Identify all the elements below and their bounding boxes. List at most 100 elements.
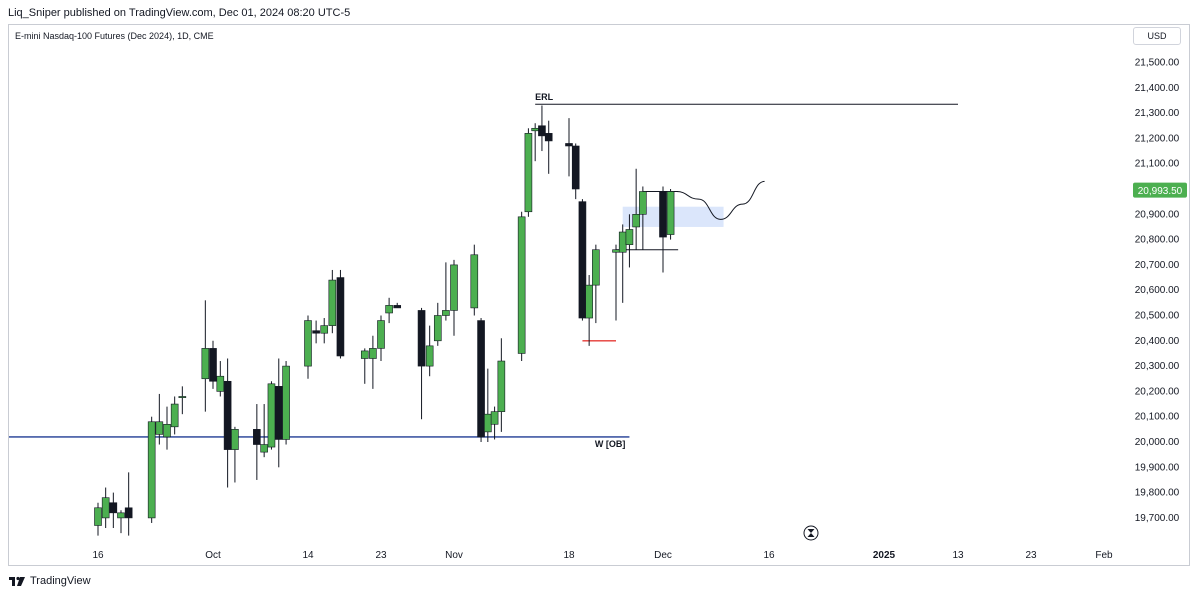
x-tick-label: Oct [205, 550, 221, 561]
x-tick-label: 16 [763, 550, 775, 561]
y-tick-label: 20,000.00 [1135, 437, 1180, 448]
candle-body[interactable] [117, 512, 125, 519]
currency-button[interactable]: USD [1133, 27, 1181, 45]
candle-body[interactable] [336, 277, 345, 357]
candle-body[interactable] [484, 413, 492, 433]
candle-body[interactable] [538, 125, 546, 137]
x-tick-label: 23 [375, 550, 387, 561]
candle-body[interactable] [544, 133, 553, 142]
candle-body[interactable] [253, 429, 261, 445]
candle-body[interactable] [328, 279, 337, 326]
y-tick-label: 21,300.00 [1135, 108, 1180, 119]
footer-brand: TradingView [30, 575, 91, 587]
candle-body[interactable] [201, 348, 210, 380]
candle-body[interactable] [170, 403, 179, 428]
candle-body[interactable] [592, 249, 600, 286]
y-tick-label: 20,700.00 [1135, 260, 1180, 271]
candle-body[interactable] [571, 145, 580, 190]
y-tick-label: 20,400.00 [1135, 336, 1180, 347]
candle-body[interactable] [578, 201, 587, 319]
candle-body[interactable] [524, 133, 533, 213]
y-tick-label: 20,500.00 [1135, 311, 1180, 322]
x-tick-label: Dec [654, 550, 672, 561]
candle-body[interactable] [155, 421, 164, 435]
candle-body[interactable] [274, 386, 283, 440]
candle-body[interactable] [497, 360, 506, 412]
y-tick-label: 21,100.00 [1135, 159, 1180, 170]
candle-body[interactable] [659, 191, 667, 238]
last-price-tag [1133, 182, 1187, 198]
candle-body[interactable] [531, 127, 539, 132]
x-tick-label: 16 [92, 550, 104, 561]
candle-body[interactable] [666, 191, 675, 235]
y-tick-label: 19,900.00 [1135, 462, 1180, 473]
candle-body[interactable] [393, 305, 402, 309]
candle-body[interactable] [231, 429, 239, 450]
y-tick-label: 21,400.00 [1135, 83, 1180, 94]
candle-body[interactable] [101, 497, 110, 519]
candle-body[interactable] [163, 423, 171, 438]
candle-body[interactable] [490, 411, 499, 425]
candle-body[interactable] [385, 305, 393, 314]
x-tick-label: 14 [302, 550, 314, 561]
y-tick-label: 20,900.00 [1135, 209, 1180, 220]
candle-body[interactable] [124, 507, 133, 519]
projection-path[interactable] [676, 180, 765, 220]
x-tick-label: Nov [445, 550, 463, 561]
y-tick-label: 20,800.00 [1135, 235, 1180, 246]
candle-body[interactable] [618, 231, 627, 253]
candle-body[interactable] [312, 330, 320, 334]
candle-body[interactable] [109, 502, 118, 514]
candle-body[interactable] [442, 310, 450, 316]
y-tick-label: 20,300.00 [1135, 361, 1180, 372]
candle-body[interactable] [147, 421, 156, 519]
candle-body[interactable] [450, 264, 458, 311]
last-price-label: 20,993.50 [1138, 186, 1183, 197]
candle-body[interactable] [304, 320, 312, 367]
publish-info: Liq_Sniper published on TradingView.com,… [8, 7, 351, 19]
candle-body[interactable] [223, 380, 232, 450]
x-tick-label: 13 [952, 550, 964, 561]
candle-body[interactable] [320, 325, 329, 334]
chart-area[interactable] [8, 24, 1190, 566]
erl-label: ERL [535, 92, 554, 102]
candle-body[interactable] [377, 320, 385, 349]
candle-body[interactable] [260, 444, 268, 453]
candle-body[interactable] [267, 383, 276, 448]
candle-body[interactable] [209, 348, 217, 382]
x-tick-label: 23 [1025, 550, 1037, 561]
tradingview-logo[interactable]: TradingView [9, 575, 91, 587]
candle-body[interactable] [425, 345, 434, 367]
y-tick-label: 20,600.00 [1135, 285, 1180, 296]
candle-body[interactable] [178, 396, 187, 398]
y-tick-label: 21,200.00 [1135, 133, 1180, 144]
candle-body[interactable] [517, 216, 526, 354]
candle-body[interactable] [360, 350, 369, 359]
candle-body[interactable] [369, 348, 377, 359]
candle-body[interactable] [612, 249, 620, 253]
y-tick-label: 21,500.00 [1135, 58, 1180, 69]
candle-body[interactable] [282, 365, 290, 440]
hourglass-icon[interactable] [803, 525, 819, 541]
tradingview-logo-icon [9, 576, 25, 586]
candle-body[interactable] [94, 507, 102, 526]
candle-body[interactable] [639, 191, 647, 215]
y-tick-label: 20,100.00 [1135, 412, 1180, 423]
candle-body[interactable] [565, 143, 573, 147]
y-tick-label: 20,200.00 [1135, 386, 1180, 397]
candle-body[interactable] [477, 320, 485, 438]
x-tick-label: 18 [563, 550, 575, 561]
x-tick-label: Feb [1095, 550, 1113, 561]
symbol-title[interactable]: E-mini Nasdaq-100 Futures (Dec 2024), 1D… [15, 31, 214, 41]
candle-body[interactable] [216, 375, 225, 392]
candle-body[interactable] [433, 315, 442, 342]
y-tick-label: 19,700.00 [1135, 513, 1180, 524]
ob-label: W [OB] [595, 439, 626, 449]
candle-body[interactable] [585, 284, 593, 319]
candle-body[interactable] [632, 214, 640, 228]
candle-body[interactable] [417, 310, 426, 367]
candle-body[interactable] [625, 229, 634, 245]
candle-body[interactable] [470, 254, 479, 309]
